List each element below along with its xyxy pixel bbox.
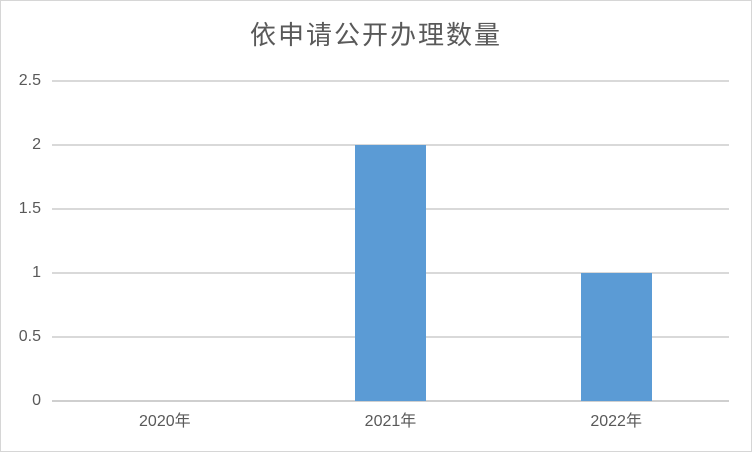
y-axis-tick-label: 1 <box>32 264 41 281</box>
x-axis-tick-label: 2020年 <box>139 413 191 430</box>
bar-2021年 <box>355 145 426 401</box>
y-axis-tick-label: 0.5 <box>18 328 41 345</box>
x-axis-line <box>52 400 729 402</box>
y-axis-tick-label: 2 <box>32 136 41 153</box>
y-axis-tick-label: 0 <box>32 392 41 409</box>
x-axis-tick-label: 2021年 <box>364 413 417 430</box>
y-gridline <box>52 80 729 82</box>
bar-2022年 <box>580 273 652 401</box>
x-axis-tick-label: 2022年 <box>590 413 642 430</box>
chart-title: 依申请公开办理数量 <box>249 21 502 50</box>
y-axis-tick-label: 1.5 <box>18 200 41 217</box>
y-axis-tick-label: 2.5 <box>18 72 41 89</box>
